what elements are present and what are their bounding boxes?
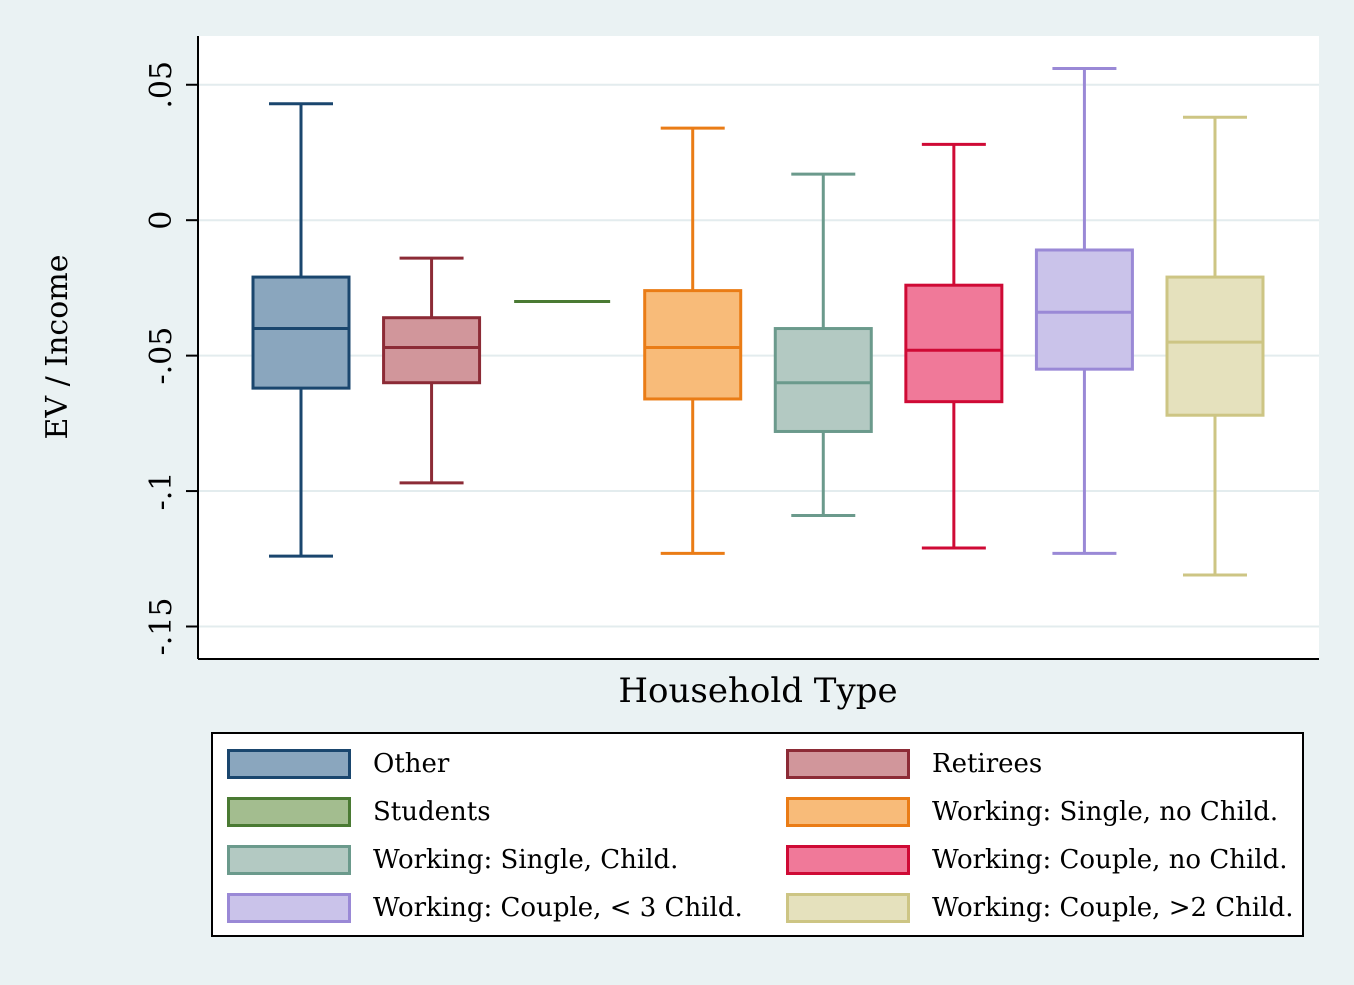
- box-iqr-5: [904, 283, 1004, 404]
- legend-swatch-2: [227, 797, 351, 827]
- legend-label-4: Working: Single, Child.: [373, 845, 679, 875]
- box-iqr-6: [1034, 248, 1134, 371]
- legend-item-0: Other: [227, 747, 449, 781]
- y-tick-label-1: 0: [144, 211, 179, 230]
- legend-label-2: Students: [373, 797, 491, 827]
- x-axis-title: Household Type: [618, 671, 897, 711]
- legend-item-7: Working: Couple, >2 Child.: [786, 891, 1293, 925]
- legend-label-7: Working: Couple, >2 Child.: [932, 893, 1294, 923]
- y-axis-ticks: .05 0 -.05 -.1 -.15: [144, 61, 198, 656]
- legend-item-4: Working: Single, Child.: [227, 843, 678, 877]
- y-tick-label-0: .05: [144, 61, 179, 109]
- legend-item-6: Working: Couple, < 3 Child.: [227, 891, 743, 925]
- box-5: [904, 142, 1004, 550]
- legend-label-1: Retirees: [932, 749, 1043, 779]
- y-axis-title: EV / Income: [40, 255, 75, 440]
- legend-swatch-1: [786, 749, 910, 779]
- box-6: [1034, 67, 1134, 555]
- box-0: [251, 102, 351, 558]
- legend-swatch-0: [227, 749, 351, 779]
- legend: Other Retirees Students Working: Single, no…: [211, 732, 1304, 937]
- legend-item-3: Working: Single, no Child.: [786, 795, 1278, 829]
- legend-swatch-5: [786, 845, 910, 875]
- legend-label-3: Working: Single, no Child.: [932, 797, 1279, 827]
- legend-item-2: Students: [227, 795, 491, 829]
- legend-label-6: Working: Couple, < 3 Child.: [373, 893, 743, 923]
- box-iqr-3: [643, 289, 743, 401]
- legend-swatch-4: [227, 845, 351, 875]
- box-1: [382, 256, 482, 485]
- legend-swatch-6: [227, 893, 351, 923]
- legend-swatch-3: [786, 797, 910, 827]
- legend-item-1: Retirees: [786, 747, 1042, 781]
- box-iqr-4: [773, 327, 873, 433]
- y-tick-label-4: -.15: [144, 598, 179, 656]
- y-tick-label-2: -.05: [144, 327, 179, 385]
- legend-item-5: Working: Couple, no Child.: [786, 843, 1288, 877]
- y-tick-label-3: -.1: [144, 472, 179, 511]
- box-iqr-1: [382, 316, 482, 385]
- plot-area: [198, 36, 1319, 659]
- legend-label-0: Other: [373, 749, 450, 779]
- box-3: [643, 126, 743, 555]
- box-iqr-0: [251, 275, 351, 390]
- legend-label-5: Working: Couple, no Child.: [932, 845, 1288, 875]
- legend-swatch-7: [786, 893, 910, 923]
- boxes: [251, 67, 1265, 577]
- box-7: [1165, 115, 1265, 577]
- box-iqr-7: [1165, 275, 1265, 417]
- box-4: [773, 172, 873, 517]
